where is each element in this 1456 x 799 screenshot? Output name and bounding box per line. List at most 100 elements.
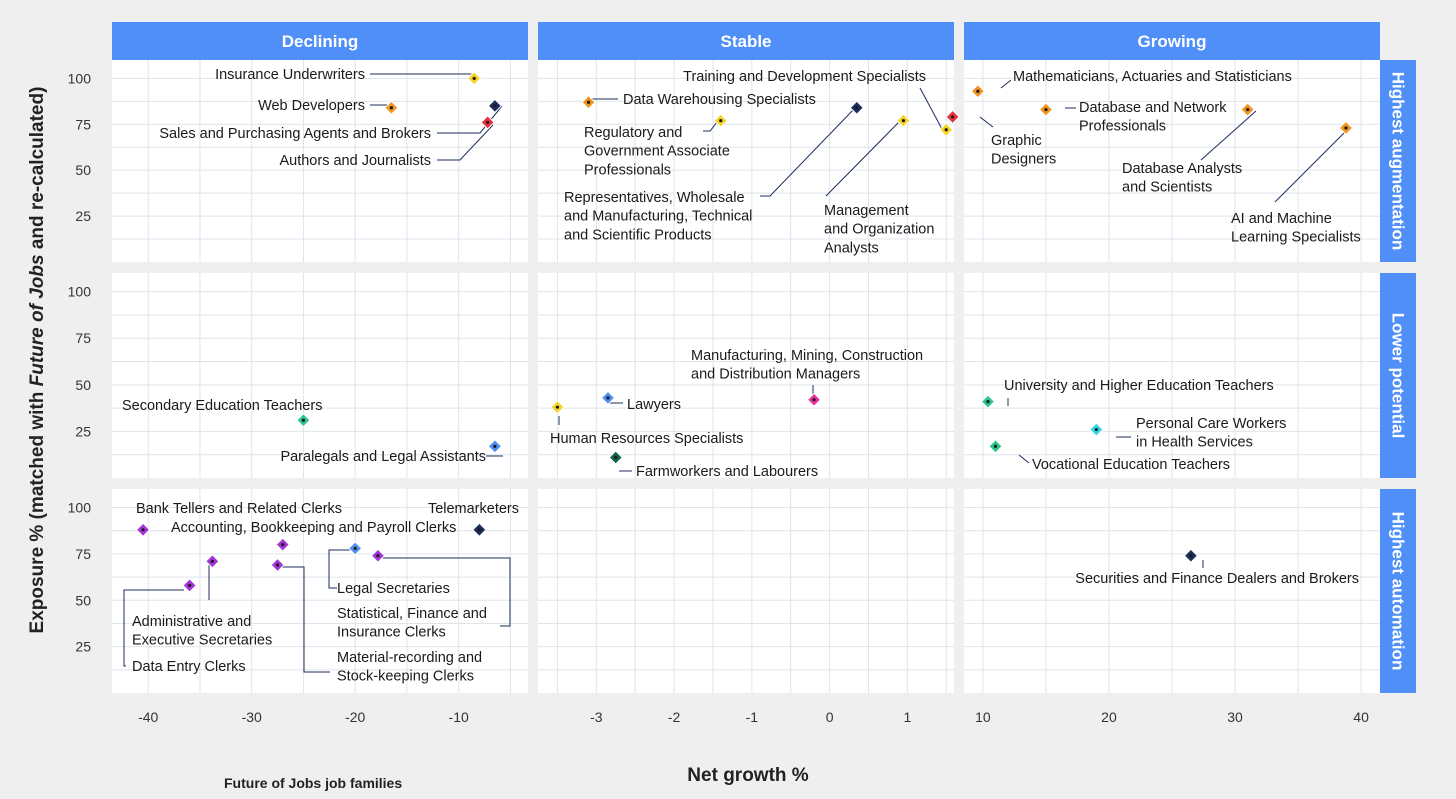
data-point-center — [353, 546, 357, 550]
x-tick-label: -20 — [345, 709, 365, 725]
data-label: Training and Development Specialists — [683, 69, 926, 85]
data-label-line: Data Entry Clerks — [132, 659, 246, 675]
data-label-line: Insurance Underwriters — [215, 67, 365, 83]
data-point-center — [614, 455, 618, 460]
data-label-line: Paralegals and Legal Assistants — [280, 449, 486, 465]
point-secondary-education-teachers: Secondary Education Teachers — [122, 398, 322, 428]
leader-line — [1274, 127, 1350, 203]
data-label-line: Vocational Education Teachers — [1032, 457, 1230, 473]
point-legal-secretaries: Legal Secretaries — [328, 541, 450, 597]
data-point-center — [1094, 427, 1098, 432]
data-point-center — [188, 583, 192, 588]
x-tick-label: -30 — [242, 709, 262, 725]
data-label: Personal Care Workers in Health Services — [1136, 416, 1286, 451]
data-label-line: Securities and Finance Dealers and Broke… — [1075, 571, 1359, 587]
data-point-center — [606, 396, 610, 400]
data-point-center — [472, 76, 476, 80]
x-tick-label: -2 — [668, 709, 681, 725]
leader-line — [437, 124, 494, 161]
data-label: Manufacturing, Mining, Construction and D… — [691, 348, 923, 383]
data-label: Graphic Designers — [991, 133, 1056, 168]
panel-growing-lower-potential — [964, 273, 1380, 478]
data-label: University and Higher Education Teachers — [1004, 378, 1274, 394]
data-point-center — [555, 405, 560, 409]
leader-line — [1018, 454, 1030, 464]
point-farmworkers-and-labourers: Farmworkers and Labourers — [608, 450, 818, 480]
row-strip-label: Lower potential — [1389, 313, 1408, 439]
y-tick-label: 25 — [75, 423, 91, 439]
data-label: Database and Network Professionals — [1079, 100, 1227, 135]
data-label-line: Web Developers — [258, 98, 365, 114]
data-label: Sales and Purchasing Agents and Brokers — [159, 126, 431, 142]
data-label-line: Executive Secretaries — [132, 633, 272, 649]
point-administrative-and-executive-secretaries: Administrative and Executive Secretaries — [132, 554, 272, 649]
leader-line — [381, 557, 511, 627]
data-label-line: Personal Care Workers — [1136, 416, 1286, 432]
x-tick-label: 0 — [826, 709, 834, 725]
panel-growing-highest-augmentation — [964, 60, 1380, 262]
legend-title: Future of Jobs job families — [224, 775, 402, 791]
data-label-line: Authors and Journalists — [279, 153, 431, 169]
panel-stable-highest-automation — [538, 489, 954, 693]
x-tick-label: 30 — [1227, 709, 1243, 725]
data-point-center — [493, 104, 497, 108]
point-bank-tellers-and-related-clerks: Bank Tellers and Related Clerks — [135, 501, 342, 538]
data-label-line: and Distribution Managers — [691, 367, 860, 383]
data-label: Material-recording and Stock-keeping Cler… — [337, 650, 482, 685]
facet-panels: Declining Stable Growing Highest augmentati… — [68, 22, 1416, 725]
data-label-line: Regulatory and — [584, 125, 682, 141]
data-label-line: Database and Network — [1079, 100, 1227, 116]
x-tick-label: 20 — [1101, 709, 1117, 725]
panel-background — [538, 489, 954, 693]
leader-line — [760, 107, 856, 197]
data-point-center — [586, 100, 591, 104]
column-header-label: Growing — [1138, 32, 1207, 51]
data-label-line: Accounting, Bookkeeping and Payroll Cler… — [171, 520, 456, 536]
data-label: Statistical, Finance and Insurance Clerks — [337, 606, 487, 641]
panel-background — [538, 60, 954, 262]
data-label-line: Database Analysts — [1122, 161, 1242, 177]
data-label: Data Entry Clerks — [132, 659, 246, 675]
row-strip-lower-potential — [1380, 273, 1416, 478]
data-point-center — [855, 106, 859, 110]
point-mathematicians-actuaries-and-statisticians: Mathematicians, Actuaries and Statistici… — [970, 69, 1292, 99]
point-securities-and-finance-dealers-and-brokers: Securities and Finance Dealers and Broke… — [1075, 548, 1359, 587]
point-university-and-higher-education-teachers: University and Higher Education Teachers — [980, 378, 1274, 409]
data-label-line: University and Higher Education Teachers — [1004, 378, 1274, 394]
data-point-center — [493, 444, 497, 448]
y-tick-label: 50 — [75, 592, 91, 608]
point-training-and-development-specialists: Training and Development Specialists — [683, 69, 954, 137]
panel-declining-highest-automation — [112, 489, 528, 693]
data-point-center — [141, 528, 145, 532]
y-axis-title-part-1: Exposure % (matched with — [27, 386, 48, 633]
data-label-line: Stock-keeping Clerks — [337, 669, 474, 685]
panel-growing-highest-automation — [964, 489, 1380, 693]
column-header-label: Stable — [720, 32, 771, 51]
data-label-line: AI and Machine — [1231, 211, 1332, 227]
data-label-line: and Scientific Products — [564, 227, 712, 243]
y-tick-label: 75 — [75, 546, 91, 562]
x-tick-label: -10 — [449, 709, 469, 725]
y-tick-label: 25 — [75, 639, 91, 655]
panel-stable-lower-potential — [538, 273, 954, 478]
x-axis-title: Net growth % — [687, 765, 808, 786]
data-label: Bank Tellers and Related Clerks — [136, 501, 342, 517]
panel-stable-highest-augmentation — [538, 60, 954, 262]
y-tick-label: 100 — [68, 284, 92, 300]
data-label: Accounting, Bookkeeping and Payroll Cler… — [171, 520, 456, 536]
data-label-line: Human Resources Specialists — [550, 431, 743, 447]
data-label-line: Designers — [991, 152, 1056, 168]
data-point-center — [1044, 107, 1048, 112]
leader-line — [276, 566, 330, 673]
data-label-line: Manufacturing, Mining, Construction — [691, 348, 923, 364]
data-label-line: Sales and Purchasing Agents and Brokers — [159, 126, 431, 142]
data-label: Lawyers — [627, 397, 681, 413]
y-tick-label: 75 — [75, 330, 91, 346]
point-graphic-designers: Graphic Designers — [945, 109, 1056, 168]
data-label-line: and Manufacturing, Technical — [564, 209, 752, 225]
data-label: Insurance Underwriters — [215, 67, 365, 83]
data-label: Regulatory and Government Associate Profes… — [584, 125, 730, 178]
data-label: Telemarketers — [428, 501, 519, 517]
point-ai-and-machine-learning-specialists: AI and Machine Learning Specialists — [1231, 120, 1361, 246]
